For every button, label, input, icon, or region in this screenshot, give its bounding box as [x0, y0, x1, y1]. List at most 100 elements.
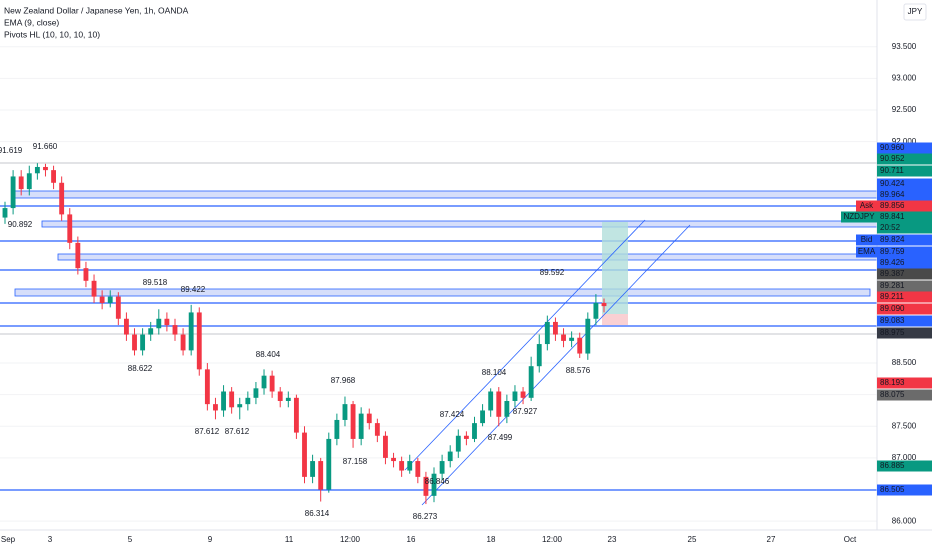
candle-body [528, 366, 534, 398]
candle-body [318, 461, 324, 490]
price-badge [877, 303, 932, 315]
price-badge [877, 389, 932, 401]
candle-body [601, 302, 607, 307]
price-badge [877, 189, 932, 201]
candle-body [148, 328, 154, 335]
y-tick-label: 93.500 [892, 42, 917, 51]
zone-box [57, 253, 878, 261]
pivot-label: 88.404 [256, 350, 281, 359]
pivot-label: 90.892 [8, 220, 33, 229]
candle-body [512, 391, 518, 401]
candle-body [2, 208, 8, 218]
pivot-label: 86.273 [413, 512, 438, 521]
candle-body [504, 400, 510, 417]
y-tick-label: 92.500 [892, 105, 917, 114]
candle-body [553, 321, 558, 335]
candle-body [431, 473, 437, 496]
candle-body [302, 432, 307, 477]
candle-body [447, 451, 453, 462]
pivot-label: 91.660 [33, 142, 58, 151]
price-badge-tag [856, 200, 877, 212]
candle-body [423, 476, 429, 496]
y-tick-label: 93.000 [892, 74, 917, 83]
candle-body [59, 182, 65, 215]
candle-body [334, 419, 340, 439]
price-badge-value: 90.711 [880, 166, 904, 175]
pivot-label: 87.968 [331, 376, 356, 385]
indicator-label: EMA (9, close) [4, 17, 59, 27]
price-badge [877, 200, 932, 212]
price-badge-tag [856, 246, 877, 258]
price-badge [877, 246, 932, 258]
price-badge [877, 165, 932, 177]
y-tick-label: 86.000 [892, 516, 917, 525]
candle-body [237, 404, 243, 408]
price-badge-value: 20:52 [880, 223, 901, 232]
x-tick-label: Sep [1, 535, 16, 544]
candle-body [358, 413, 364, 439]
candle-body [277, 391, 283, 401]
candle-body [245, 397, 251, 405]
drawings [0, 162, 878, 506]
price-badge-value: 88.193 [880, 378, 905, 387]
candle-body [67, 214, 73, 243]
y-tick-label: 87.500 [892, 421, 917, 430]
price-badge [877, 178, 932, 190]
pivot-label: 91.619 [0, 146, 23, 155]
candle-body [350, 404, 356, 439]
price-badge [877, 222, 932, 234]
candle-body [204, 369, 210, 405]
price-badge-value: 90.952 [880, 154, 905, 163]
pivot-label: 89.592 [540, 268, 565, 277]
price-badge-value: 89.281 [880, 281, 905, 290]
candle-body [463, 435, 469, 439]
candle-body [10, 176, 16, 209]
candle-body [488, 391, 494, 411]
price-badge-label: NZDJPY [843, 212, 875, 221]
price-badge-value: 88.075 [880, 390, 905, 399]
price-badge [877, 377, 932, 389]
y-tick-label: 87.000 [892, 453, 917, 462]
pivot-label: 87.612 [225, 427, 250, 436]
candle-body [399, 461, 405, 471]
candle-body [439, 461, 445, 474]
price-badge-label: Ask [860, 201, 874, 210]
price-badge-value: 89.083 [880, 316, 905, 325]
price-badge-value: 89.090 [880, 304, 905, 313]
candle-body [585, 318, 591, 354]
x-tick-label: 12:00 [542, 535, 563, 544]
candle-body [164, 318, 170, 326]
candle-body [261, 375, 267, 389]
zone-box [41, 220, 878, 228]
price-badge-value: 89.841 [880, 212, 905, 221]
candle-body [269, 375, 275, 392]
price-badge-value: 90.960 [880, 143, 905, 152]
x-tick-label: Oct [844, 535, 857, 544]
price-badge [877, 142, 932, 154]
candle-body [221, 391, 226, 411]
price-badge-value: 89.759 [880, 247, 905, 256]
price-badge [877, 268, 932, 280]
price-badge-value: 89.387 [880, 269, 905, 278]
grid [0, 46, 877, 522]
pivot-label: 87.499 [488, 433, 513, 442]
pivot-label: 87.927 [513, 407, 538, 416]
pivot-label: 87.612 [195, 427, 220, 436]
candle-body [188, 312, 194, 351]
price-badge-value: 88.975 [880, 328, 905, 337]
zone-box [14, 288, 871, 297]
candle-body [569, 337, 575, 341]
price-badge [877, 153, 932, 165]
price-badge-value: 90.424 [880, 179, 905, 188]
candle-body [91, 280, 97, 297]
candle-body [391, 457, 396, 462]
pivot-label: 86.846 [425, 477, 450, 486]
candle-body [472, 423, 477, 439]
y-tick-label: 88.500 [892, 358, 917, 367]
candle-body [577, 337, 583, 354]
currency-button[interactable] [903, 3, 927, 21]
candle-body [140, 334, 146, 351]
candle-body [229, 391, 235, 408]
